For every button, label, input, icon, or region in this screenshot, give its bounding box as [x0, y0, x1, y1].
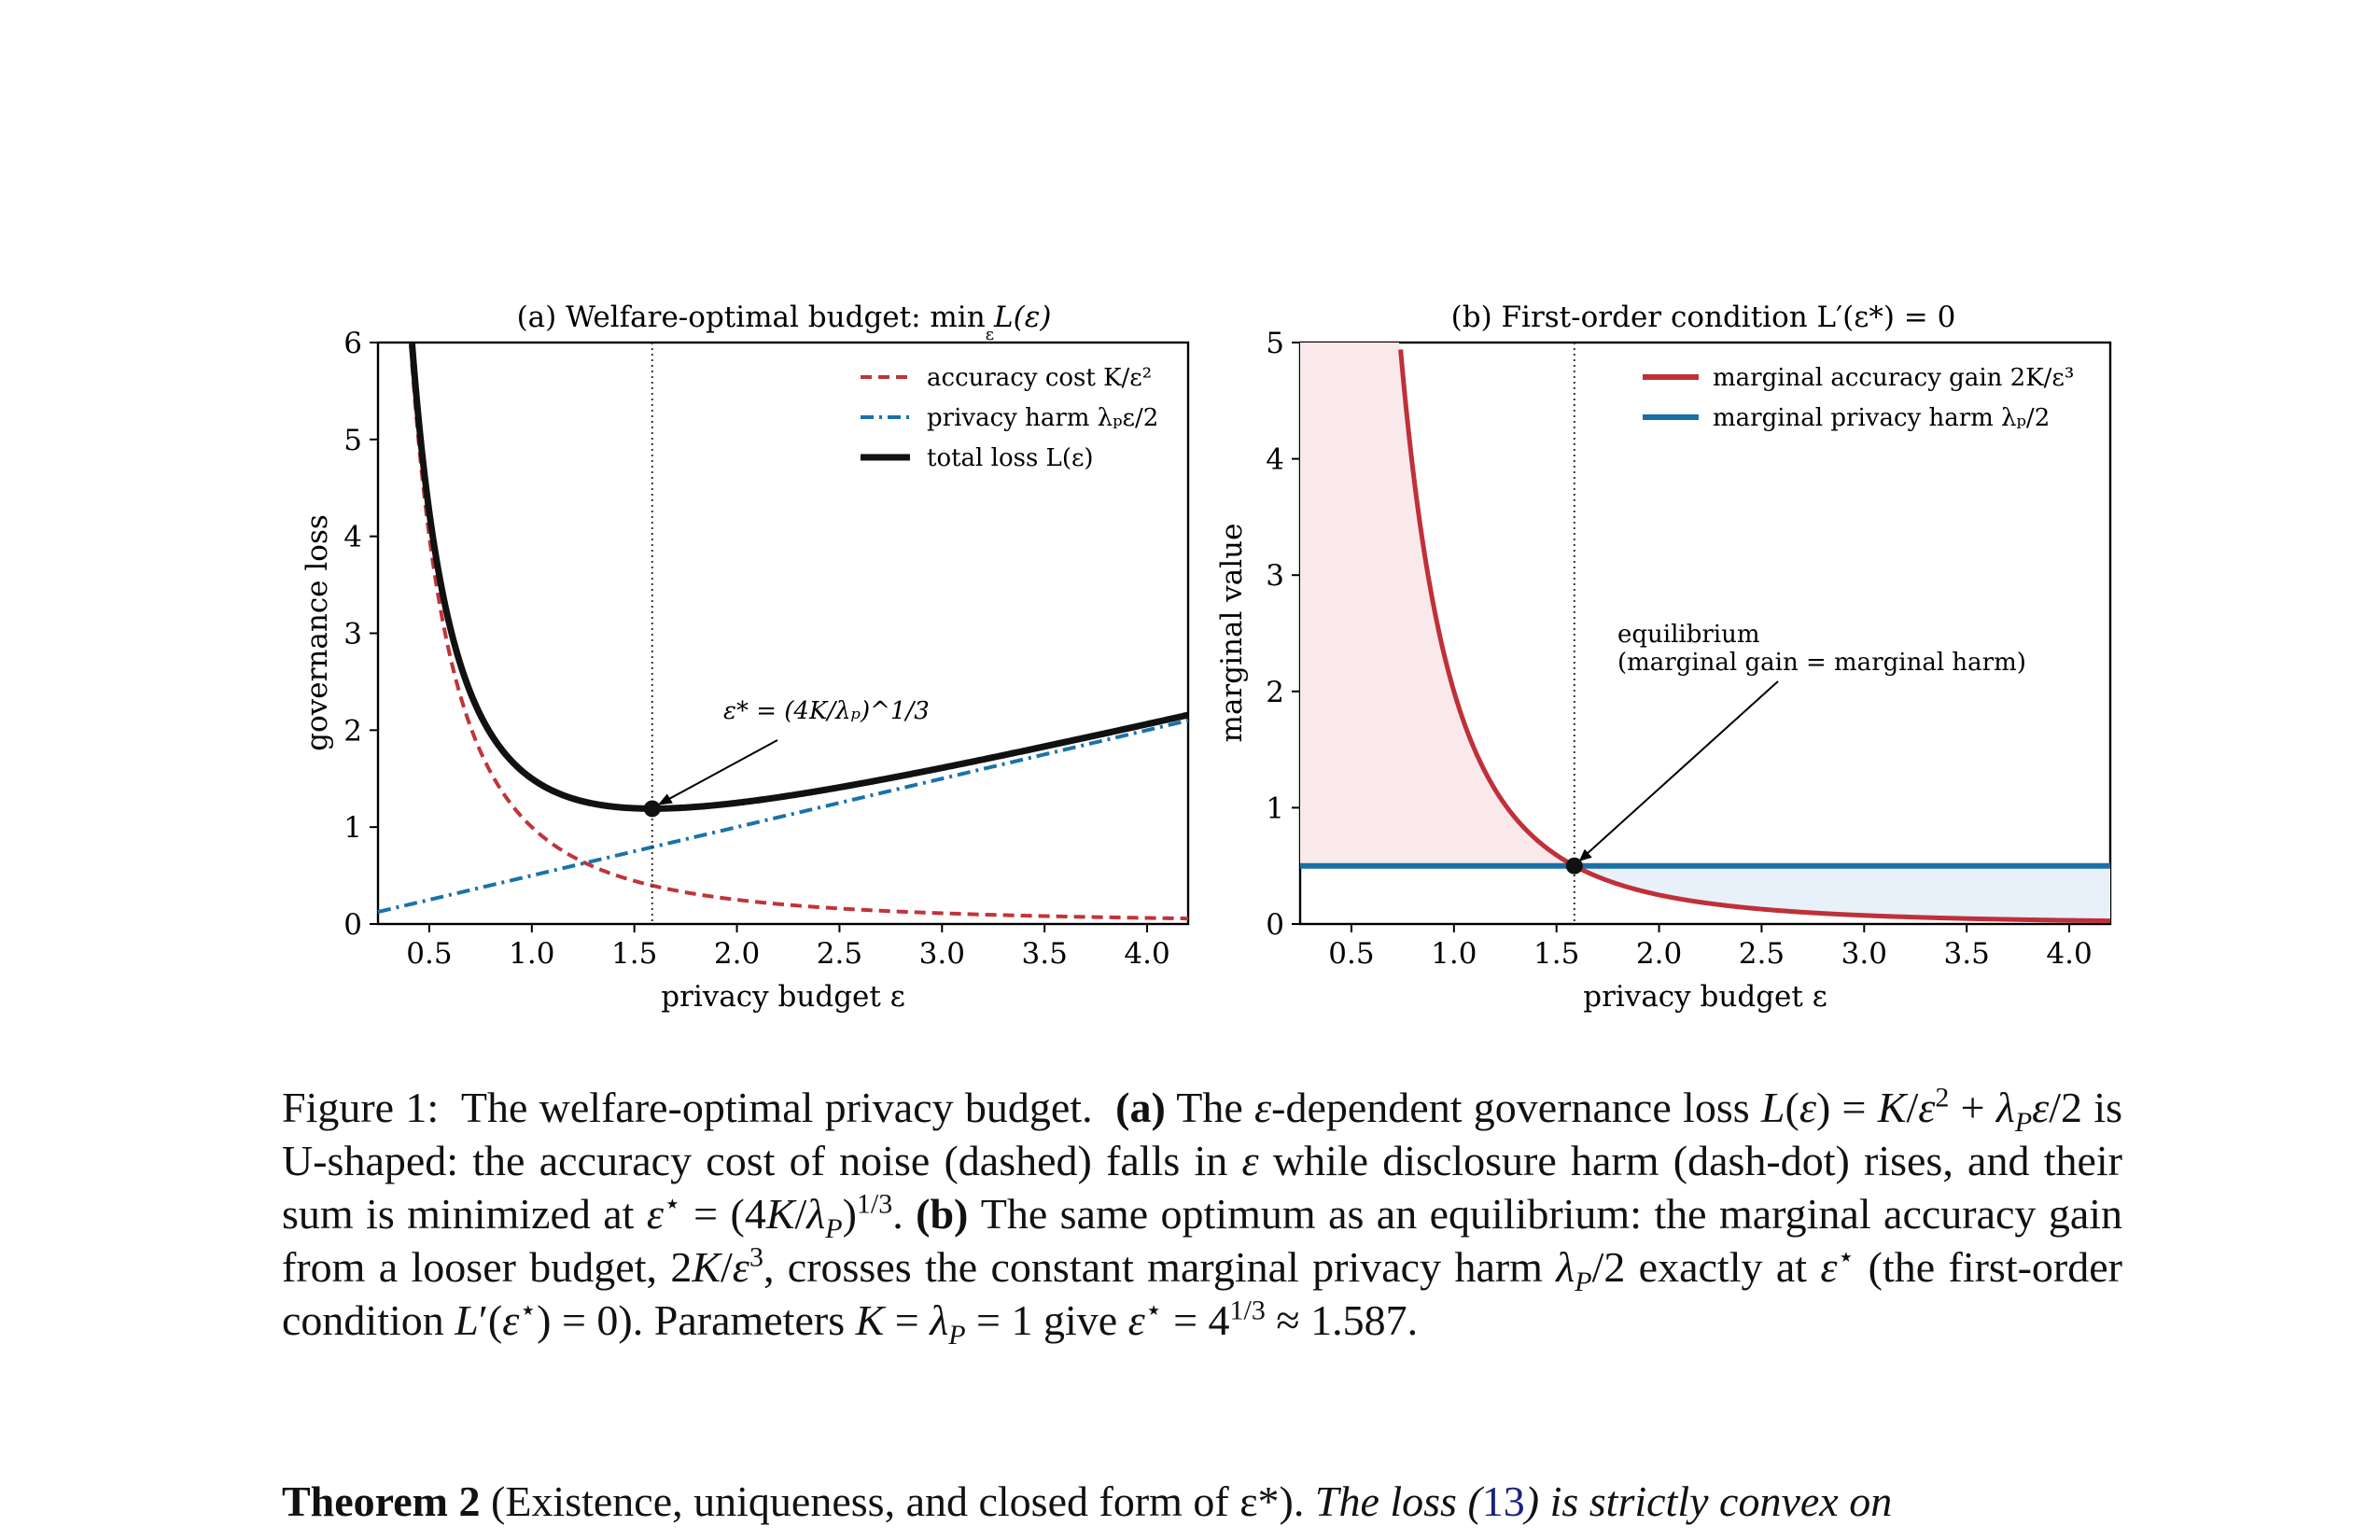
panel-a-ylabel: governance loss: [301, 514, 334, 751]
panel-a-ytick-label: 1: [343, 811, 362, 845]
legend-a-privacy-label: privacy harm λₚε/2: [927, 404, 1158, 432]
panel-a-ytick-label: 2: [343, 714, 362, 748]
panel-a-annotation: ε* = (4K/λₚ)^1/3: [723, 697, 930, 725]
panel-a-xtick-label: 3.0: [919, 937, 965, 971]
theorem-text-1: The loss (: [1314, 1477, 1482, 1525]
caption-intro: The welfare-optimal privacy budget.: [460, 1084, 1093, 1131]
panel-b-xtick-label: 0.5: [1328, 937, 1374, 971]
annotation-arrowhead-a: [657, 793, 673, 805]
panel-b-ylabel: marginal value: [1215, 524, 1249, 743]
equation-ref-13[interactable]: 13: [1481, 1477, 1525, 1525]
theorem-label: Theorem 2: [282, 1477, 481, 1525]
panel-a-ytick-label: 3: [343, 618, 362, 651]
marginal-gain-curve: [1398, 349, 2111, 924]
legend-b-gain-label: marginal accuracy gain 2K/ε³: [1713, 364, 2074, 392]
panel-a-ytick-label: 0: [343, 908, 362, 942]
legend-a-accuracy-label: accuracy cost K/ε²: [927, 364, 1152, 392]
figure-caption: Figure 1: The welfare-optimal privacy bu…: [282, 1082, 2123, 1351]
privacy-harm-line: [377, 719, 1189, 914]
panel-b-ytick-label: 0: [1266, 908, 1284, 942]
optimum-point-b: [1565, 857, 1583, 875]
panel-a-title: (a) Welfare-optimal budget: minεL(ε): [517, 301, 1052, 344]
caption-label: Figure 1:: [282, 1084, 440, 1131]
panel-a-xtick-label: 4.0: [1124, 937, 1169, 971]
panel-b-ytick-label: 5: [1266, 327, 1284, 360]
gain-exceeds-harm-region: [1300, 343, 1575, 866]
panel-b-annotation-line1: equilibrium: [1617, 621, 1760, 649]
panel-b-xtick-label: 2.0: [1636, 937, 1682, 971]
panel-b-xlabel: privacy budget ε: [1583, 980, 1827, 1014]
annotation-arrowhead-b: [1578, 848, 1592, 861]
caption-b-tag: (b): [916, 1190, 969, 1238]
optimum-point-a: [643, 800, 661, 818]
harm-exceeds-gain-region: [1574, 865, 2110, 921]
accuracy-cost-curve: [410, 363, 1189, 921]
theorem-text-2: ) is strictly convex on: [1524, 1477, 1893, 1525]
panel-a-xtick-label: 2.0: [714, 937, 760, 971]
panel-b-ytick-label: 4: [1266, 443, 1284, 477]
panel-b-xtick-label: 3.0: [1841, 937, 1887, 971]
theorem-head: (Existence, uniqueness, and closed form …: [491, 1477, 1305, 1525]
panel-b-xtick-label: 1.0: [1431, 937, 1477, 971]
caption-a-tag: (a): [1115, 1084, 1166, 1131]
panel-b-xtick-label: 3.5: [1944, 937, 1990, 971]
annotation-arrow-b: [1581, 680, 1779, 860]
panel-b-annotation-line2: (marginal gain = marginal harm): [1617, 649, 2026, 677]
panel-a-xtick-label: 0.5: [406, 937, 452, 971]
panel-a: (a) Welfare-optimal budget: minεL(ε) 0.5…: [301, 301, 1190, 1014]
panel-b-xtick-label: 4.0: [2046, 937, 2092, 971]
panel-b-xtick-label: 1.5: [1533, 937, 1579, 971]
panel-a-ytick-label: 4: [343, 521, 362, 554]
panel-a-xtick-label: 1.0: [509, 937, 554, 971]
panel-b-title: (b) First-order condition L′(ε*) = 0: [1451, 301, 1956, 334]
panel-b: (b) First-order condition L′(ε*) = 0 0.5…: [1215, 301, 2112, 1014]
figure-1: (a) Welfare-optimal budget: minεL(ε) 0.5…: [301, 301, 2112, 1014]
panel-b-xtick-label: 2.5: [1739, 937, 1785, 971]
caption-approx: ≈ 1.587.: [1276, 1296, 1419, 1344]
panel-b-ytick-label: 3: [1266, 559, 1284, 593]
annotation-arrow-a: [659, 739, 778, 805]
panel-b-ytick-label: 2: [1266, 676, 1284, 709]
legend-b-harm-label: marginal privacy harm λₚ/2: [1713, 404, 2050, 432]
panel-a-ytick-label: 6: [343, 327, 362, 360]
panel-a-ytick-label: 5: [343, 424, 362, 457]
panel-a-xlabel: privacy budget ε: [661, 980, 905, 1014]
panel-b-ytick-label: 1: [1266, 791, 1284, 825]
legend-a-total-label: total loss L(ε): [927, 444, 1094, 472]
panel-a-xtick-label: 2.5: [817, 937, 862, 971]
panel-b-legend: marginal accuracy gain 2K/ε³ marginal pr…: [1643, 364, 2074, 432]
theorem-2: Theorem 2 (Existence, uniqueness, and cl…: [282, 1475, 2122, 1528]
total-loss-curve: [408, 343, 1189, 812]
panel-a-xtick-label: 3.5: [1022, 937, 1068, 971]
panel-a-xtick-label: 1.5: [611, 937, 657, 971]
panel-a-legend: accuracy cost K/ε² privacy harm λₚε/2 to…: [861, 364, 1158, 472]
